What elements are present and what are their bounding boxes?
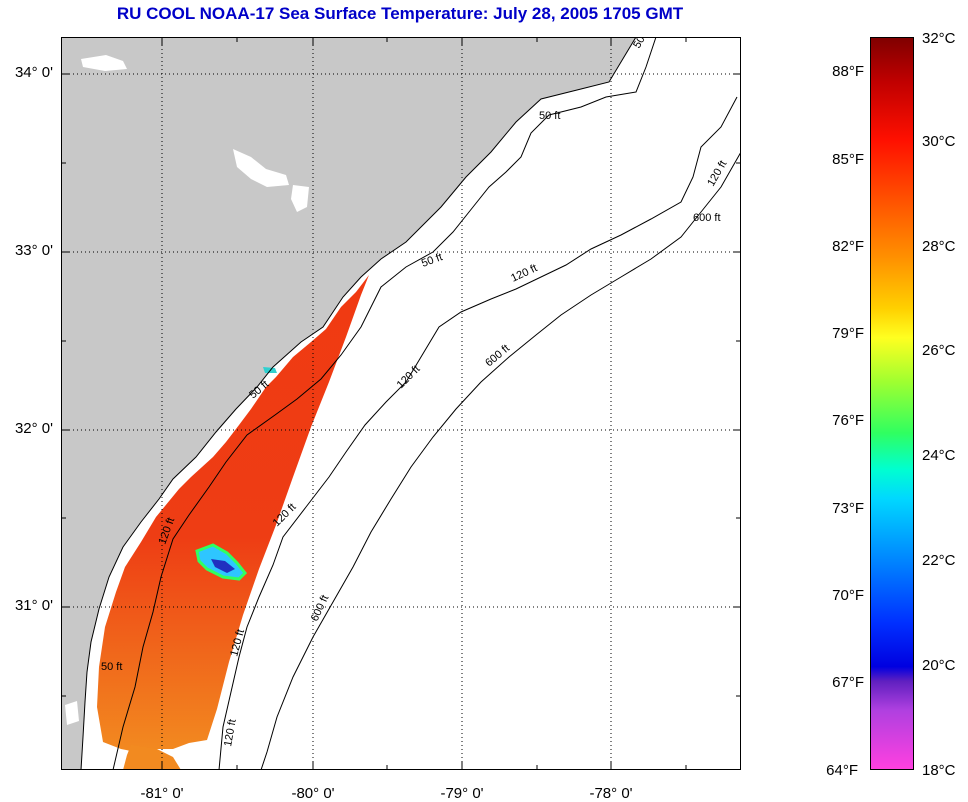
graticule	[61, 37, 741, 770]
sst-cold-core	[211, 559, 235, 573]
lake-3	[291, 185, 309, 212]
colorbar-label-c: 30°C	[922, 133, 956, 150]
colorbar-label-f: 67°F	[832, 674, 864, 691]
colorbar-label-c: 20°C	[922, 657, 956, 674]
lat-label-33: 33° 0'	[14, 242, 53, 259]
colorbar-label-f: 64°F	[826, 762, 858, 779]
coastline	[80, 37, 637, 770]
colorbar-label-c: 22°C	[922, 552, 956, 569]
lake-2	[233, 149, 289, 187]
colorbar-label-f: 79°F	[832, 325, 864, 342]
axis-ticks	[61, 37, 741, 770]
lon-label-78: -78° 0'	[589, 785, 633, 802]
contour-50ft	[112, 37, 657, 770]
lake-4	[65, 701, 79, 725]
contour-label: 50 ft	[101, 661, 122, 673]
contour-label: 120 ft	[222, 718, 239, 747]
colorbar-label-f: 76°F	[832, 412, 864, 429]
colorbar-label-f: 70°F	[832, 587, 864, 604]
colorbar-label-c: 32°C	[922, 30, 956, 47]
lake-1	[81, 55, 127, 71]
colorbar-label-f: 85°F	[832, 151, 864, 168]
colorbar-label-f: 73°F	[832, 500, 864, 517]
lat-label-34: 34° 0'	[14, 64, 53, 81]
colorbar-label-c: 18°C	[922, 762, 956, 779]
sst-map: 50 50 ft 50 ft 50 ft 50 ft 120 ft 120 ft…	[61, 37, 741, 770]
land-mass	[61, 37, 636, 770]
contour-120ft	[218, 96, 738, 770]
lon-label-81: -81° 0'	[140, 785, 184, 802]
sst-swath	[97, 275, 369, 753]
sst-patch-south	[123, 745, 181, 770]
colorbar-label-c: 26°C	[922, 342, 956, 359]
colorbar-label-c: 24°C	[922, 447, 956, 464]
contour-label: 50 ft	[539, 110, 560, 122]
colorbar-label-c: 28°C	[922, 238, 956, 255]
colorbar-label-f: 82°F	[832, 238, 864, 255]
map-border	[61, 37, 741, 770]
temperature-colorbar	[870, 37, 914, 770]
map-title: RU COOL NOAA-17 Sea Surface Temperature:…	[116, 4, 684, 23]
lon-label-79: -79° 0'	[440, 785, 484, 802]
colorbar-label-f: 88°F	[832, 63, 864, 80]
lat-label-32: 32° 0'	[14, 420, 53, 437]
contour-label: 600 ft	[693, 212, 721, 224]
lat-label-31: 31° 0'	[14, 597, 53, 614]
lon-label-80: -80° 0'	[291, 785, 335, 802]
